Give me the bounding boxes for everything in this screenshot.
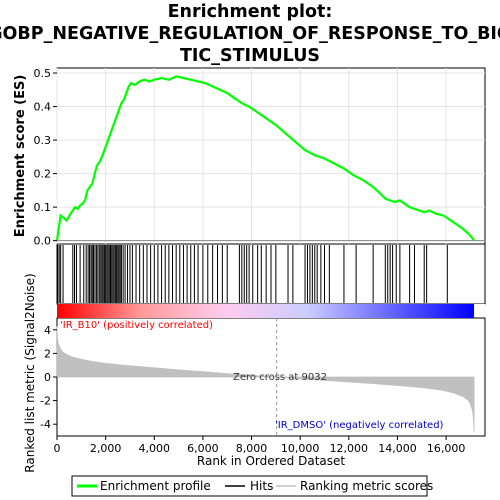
es-y-ticks: 0.0 0.1 0.2 0.3 0.4 0.5: [34, 67, 58, 248]
metric-tick-label: 2: [44, 347, 51, 360]
chart-title-line-1: Enrichment plot:: [168, 2, 333, 22]
ranking-gradient-layer: [57, 304, 474, 318]
legend-label-enrichment: Enrichment profile: [100, 479, 211, 493]
metric-y-axis-label: Ranked list metric (Signal2Noise): [23, 273, 37, 472]
chart-title-line-3: TIC_STIMULUS: [180, 46, 320, 66]
es-tick-label: 0.2: [34, 168, 52, 181]
legend-label-hits: Hits: [250, 479, 273, 493]
metric-tick-label: 0: [44, 371, 51, 384]
legend-label-ranking: Ranking metric scores: [300, 479, 433, 493]
metric-tick-label: -2: [40, 395, 51, 408]
es-panel-frame: [57, 68, 485, 244]
x-axis-ticks: 0 2,000 4,000 6,000 8,000 10,000 12,000 14,000 1…: [54, 436, 466, 455]
es-tick-label: 0.5: [34, 67, 52, 80]
metric-y-ticks: -4 -2 0 2 4: [40, 324, 57, 431]
es-tick-label: 0.4: [34, 101, 52, 114]
es-y-axis-label: Enrichment score (ES): [13, 75, 28, 238]
positive-correlation-label: 'IR_B10' (positively correlated): [60, 320, 213, 331]
es-tick-label: 0.0: [34, 235, 52, 248]
chart-title-line-2: GOBP_NEGATIVE_REGULATION_OF_RESPONSE_TO_…: [0, 24, 500, 44]
es-tick-label: 0.1: [34, 201, 52, 214]
zero-cross-label: Zero cross at 9032: [233, 372, 327, 383]
ranking-gradient-bar: [57, 304, 474, 318]
metric-tick-label: -4: [40, 418, 51, 431]
metric-tick-label: 4: [44, 324, 51, 337]
x-tick-label: 2,000: [90, 442, 122, 455]
negative-correlation-label: 'IR_DMSO' (negatively correlated): [275, 420, 444, 431]
es-tick-label: 0.3: [34, 134, 52, 147]
x-axis-label: Rank in Ordered Dataset: [197, 454, 345, 468]
x-tick-label: 4,000: [139, 442, 171, 455]
x-tick-label: 0: [54, 442, 61, 455]
x-tick-label: 16,000: [427, 442, 466, 455]
x-tick-label: 14,000: [378, 442, 417, 455]
legend: Enrichment profile Hits Ranking metric s…: [72, 476, 433, 496]
